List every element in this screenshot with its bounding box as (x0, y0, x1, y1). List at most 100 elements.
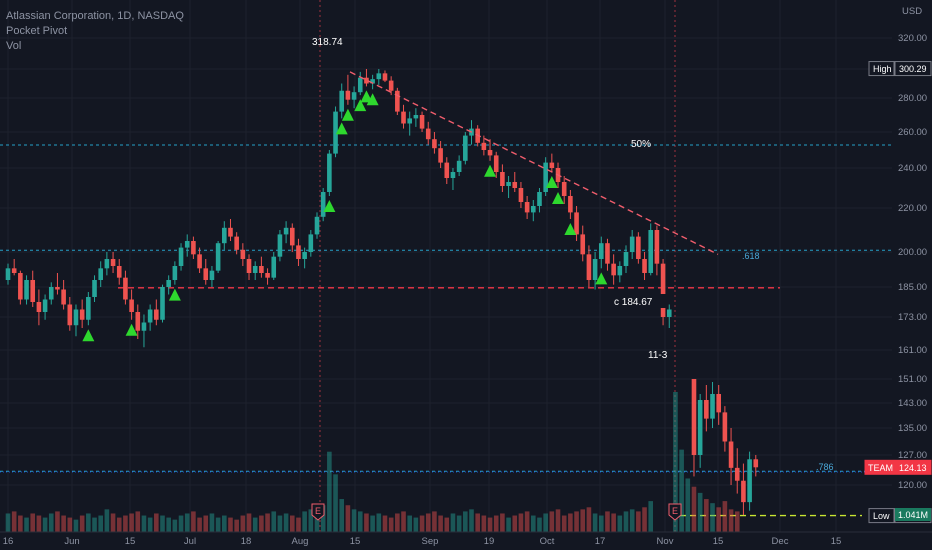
candle-body (327, 153, 332, 192)
candle-body (178, 247, 184, 266)
volume-bar (710, 503, 715, 532)
volume-bar (549, 511, 555, 532)
candle-body (642, 259, 647, 273)
candle-body (184, 241, 190, 248)
candle-body (283, 227, 289, 235)
volume-bar (469, 509, 474, 532)
currency-label: USD (902, 6, 922, 17)
candle-body (704, 400, 709, 419)
candle-body (598, 243, 604, 259)
volume-bar (135, 511, 141, 532)
volume-bar (240, 515, 246, 532)
candle-body (92, 280, 97, 297)
indicator-pocket-pivot[interactable]: Pocket Pivot (6, 25, 68, 37)
candle-body (246, 259, 252, 273)
volume-bar (172, 519, 178, 532)
time-tick-label: Oct (540, 536, 555, 547)
candle-body (116, 266, 122, 278)
volume-bar (537, 517, 542, 532)
volume-bar (203, 515, 209, 532)
price-badge-value: 300.29 (899, 64, 927, 74)
candle-body (487, 150, 493, 156)
volume-bar (716, 507, 721, 532)
volume-bar (209, 513, 215, 532)
candle-body (605, 243, 610, 264)
indicator-volume[interactable]: Vol (6, 40, 22, 52)
price-axis[interactable]: USD320.00300.00280.00260.00240.00220.002… (864, 0, 932, 532)
candle-body (419, 115, 425, 129)
volume-bar (98, 515, 103, 532)
volume-bar (673, 392, 678, 532)
candle-body (24, 280, 29, 300)
price-tick-label: 151.00 (898, 374, 927, 385)
volume-bar (271, 511, 277, 532)
volume-bar (327, 451, 332, 532)
volume-bar (636, 511, 641, 532)
price-tick-label: 127.00 (898, 450, 927, 461)
candle-body (568, 196, 573, 213)
volume-bar (401, 511, 406, 532)
candle-body (259, 266, 264, 273)
earnings-label: E (672, 506, 678, 516)
symbol-title[interactable]: Atlassian Corporation, 1D, NASDAQ (6, 10, 184, 22)
price-badge-name: TEAM (868, 463, 893, 473)
volume-bar (178, 515, 184, 532)
volume-bar (86, 513, 91, 532)
volume-bar (481, 515, 487, 532)
volume-bar (518, 513, 524, 532)
candle-body (357, 77, 363, 93)
volume-bar (413, 517, 419, 532)
price-tick-label: 240.00 (898, 163, 927, 174)
volume-bar (141, 515, 147, 532)
close-level-bg (610, 294, 668, 308)
price-badge-box (894, 459, 932, 475)
candle-body (296, 245, 301, 259)
candle-body (166, 280, 171, 287)
candle-body (425, 128, 431, 140)
candle-body (345, 90, 351, 100)
volume-bar (215, 517, 221, 532)
volume-bar (154, 513, 159, 532)
price-tick-label: 200.00 (898, 247, 927, 258)
volume-bar (333, 474, 338, 532)
date-note-label: 11-3 (648, 350, 668, 361)
pocket-pivot-marker (354, 99, 367, 112)
candle-body (456, 160, 462, 172)
volume-bar (586, 507, 592, 532)
candle-body (697, 400, 703, 455)
candle-body (537, 192, 542, 206)
time-tick-label: 16 (3, 536, 14, 547)
candle-body (574, 212, 579, 235)
candle-body (110, 259, 116, 266)
volume-bar (598, 515, 604, 532)
volume-bar (438, 515, 443, 532)
volume-bar (370, 515, 375, 532)
chart-legend: Atlassian Corporation, 1D, NASDAQ Pocket… (6, 9, 184, 54)
pocket-pivot-marker (484, 164, 497, 177)
volume-badge-bg (895, 508, 931, 521)
candle-body (611, 263, 616, 276)
volume-bar (320, 505, 326, 532)
time-axis-bg (0, 532, 932, 550)
price-tick-label: 320.00 (898, 33, 927, 44)
volume-bar (704, 499, 709, 532)
candle-body (271, 256, 277, 278)
volume-bar (222, 515, 227, 532)
volume-bar (289, 515, 295, 532)
candle-body (741, 480, 746, 503)
price-levels (0, 144, 892, 517)
price-badge-tag (868, 508, 895, 524)
volume-bar (259, 515, 264, 532)
volume-bar (487, 517, 493, 532)
candle-body (123, 277, 128, 300)
time-axis[interactable]: 16 Jun 15 Jul 18 Aug 15 Sep 19 Oct 17 Nov 15 Dec 15 (0, 531, 932, 550)
volume-bar (592, 513, 598, 532)
candle-body (222, 227, 227, 244)
candle-body (79, 309, 85, 320)
candle-body (5, 268, 11, 280)
candle-body (531, 206, 536, 213)
candle-body (512, 182, 518, 188)
pocket-pivot-marker (360, 90, 373, 103)
candle-body (753, 459, 759, 468)
